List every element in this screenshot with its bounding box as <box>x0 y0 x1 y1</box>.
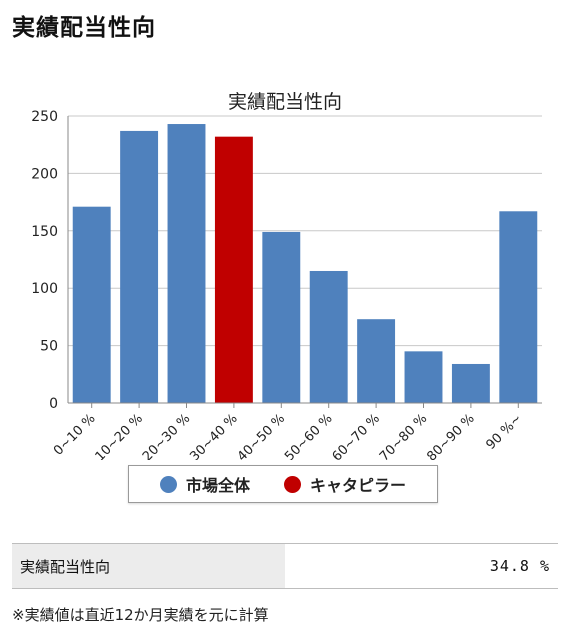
bars <box>72 124 538 403</box>
metric-value: 34.8 % <box>489 557 550 575</box>
x-tick-label: 80~90 % <box>424 411 477 460</box>
bar <box>262 231 301 403</box>
bar <box>309 270 348 403</box>
x-tick-label: 60~70 % <box>330 411 383 460</box>
bar <box>120 130 159 403</box>
page-title: 実績配当性向 <box>12 15 156 41</box>
x-tick-label: 0~10 % <box>51 411 99 459</box>
y-tick-label: 50 <box>40 339 58 355</box>
bar-highlight <box>214 136 253 403</box>
x-tick-label: 70~80 % <box>377 411 430 460</box>
y-tick-label: 200 <box>31 166 58 182</box>
x-tick-label: 30~40 % <box>187 411 240 460</box>
bar-chart: 実績配当性向 0 50 100 150 200 250 0~10 %10~20 %20~30… <box>31 91 542 460</box>
bar <box>167 124 206 403</box>
legend-swatch-market <box>159 475 177 493</box>
legend-item-company: キャタピラー <box>284 472 406 496</box>
legend: 市場全体 キャタピラー <box>128 465 438 503</box>
y-tick-label: 100 <box>31 281 58 297</box>
metric-label: 実績配当性向 <box>12 544 285 588</box>
x-tick-label: 90 %~ <box>483 411 525 453</box>
bar <box>451 363 490 403</box>
legend-swatch-company <box>284 475 301 493</box>
bar <box>357 319 396 403</box>
legend-label-company: キャタピラー <box>310 476 407 495</box>
legend-label-market: 市場全体 <box>185 476 250 495</box>
footnote: ※実績値は直近12か月実績を元に計算 <box>12 606 269 624</box>
y-tick-label: 250 <box>31 109 58 125</box>
bar <box>72 206 111 403</box>
bar <box>499 211 538 403</box>
x-tick-label: 40~50 % <box>235 411 288 460</box>
chart-title: 実績配当性向 <box>228 91 342 113</box>
x-tick-label: 20~30 % <box>140 411 193 460</box>
payout-ratio-row: 実績配当性向 34.8 % <box>12 543 558 589</box>
legend-item-market: 市場全体 <box>159 472 250 496</box>
x-tick-label: 10~20 % <box>93 411 146 460</box>
y-tick-label: 0 <box>49 396 58 412</box>
x-tick-label: 50~60 % <box>282 411 335 460</box>
y-tick-label: 150 <box>31 224 58 240</box>
bar <box>404 351 443 403</box>
